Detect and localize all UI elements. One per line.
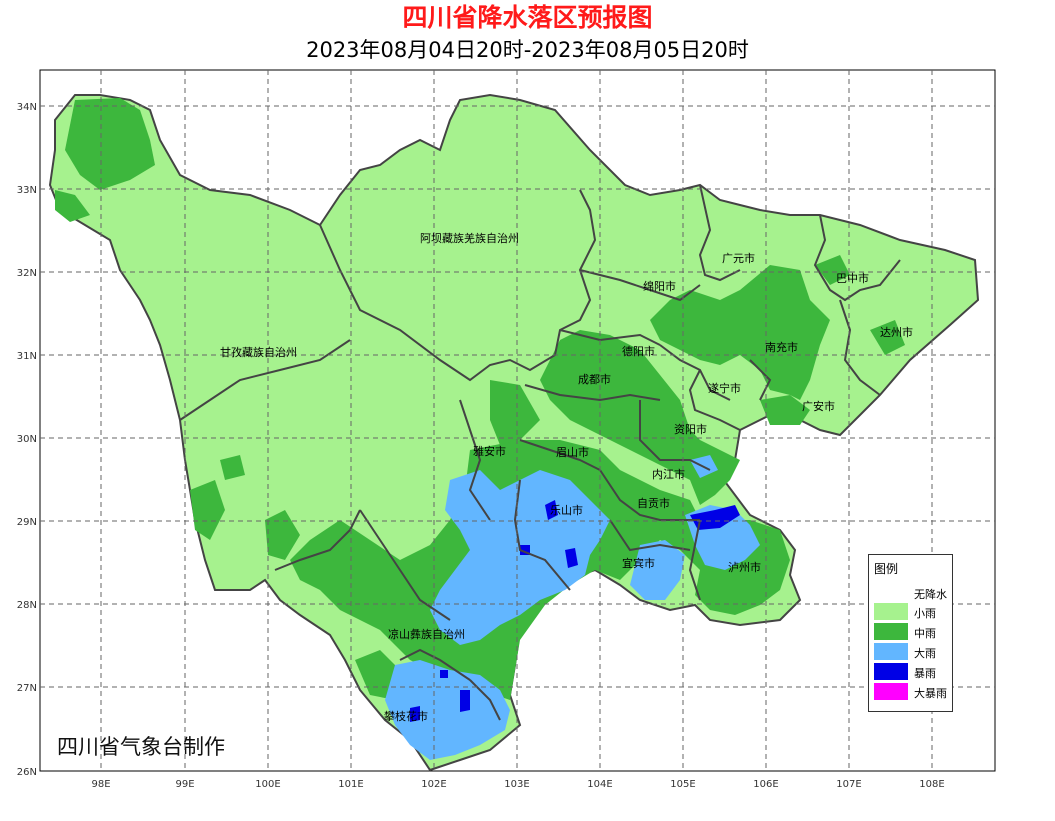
lon-label: 104E — [587, 779, 612, 790]
region-label-guangan: 广安市 — [802, 399, 835, 413]
lon-label: 103E — [504, 779, 529, 790]
lon-label: 101E — [338, 779, 363, 790]
legend-label: 小雨 — [914, 607, 936, 620]
region-label-meishan: 眉山市 — [556, 445, 589, 459]
lat-label: 30N — [17, 434, 37, 445]
issuer-credit: 四川省气象台制作 — [57, 735, 225, 759]
region-label-mianyang: 绵阳市 — [643, 279, 676, 293]
region-label-leshan: 乐山市 — [550, 503, 583, 517]
region-label-ziyang: 资阳市 — [674, 422, 707, 436]
lon-label: 108E — [919, 779, 944, 790]
region-label-neijiang: 内江市 — [652, 467, 685, 481]
region-label-yibin: 宜宾市 — [622, 556, 655, 570]
lon-label: 99E — [175, 779, 194, 790]
legend-item-rainstorm: 暴雨 — [874, 663, 950, 681]
forecast-period: 2023年08月04日20时-2023年08月05日20时 — [306, 38, 749, 62]
lon-label: 102E — [421, 779, 446, 790]
region-label-ganzi: 甘孜藏族自治州 — [220, 345, 297, 359]
region-label-liangshan: 凉山彝族自治州 — [388, 627, 465, 641]
region-label-guangyuan: 广元市 — [722, 251, 755, 265]
lat-label: 29N — [17, 517, 37, 528]
legend-title: 图例 — [874, 562, 899, 576]
legend-swatch — [874, 623, 908, 640]
map-title: 四川省降水落区预报图 — [402, 3, 653, 32]
lat-label: 32N — [17, 268, 37, 279]
region-label-zigong: 自贡市 — [637, 496, 670, 510]
prefecture-borders — [179, 184, 901, 721]
region-label-suining: 遂宁市 — [708, 381, 741, 395]
graticule — [40, 70, 995, 771]
legend-swatch — [874, 584, 908, 601]
legend-label: 大雨 — [914, 647, 936, 660]
lon-label: 105E — [670, 779, 695, 790]
region-label-chengdu: 成都市 — [578, 372, 611, 386]
legend-swatch — [874, 683, 908, 700]
lat-label: 31N — [17, 351, 37, 362]
lat-axis: 34N 33N 32N 31N 30N 29N 28N 27N 26N — [17, 102, 37, 778]
lon-axis: 98E 99E 100E 101E 102E 103E 104E 105E 10… — [91, 779, 944, 790]
lon-label: 100E — [255, 779, 280, 790]
lat-label: 33N — [17, 185, 37, 196]
rainstorm-areas — [410, 500, 740, 722]
region-label-panzhihua: 攀枝花市 — [384, 709, 428, 723]
lat-label: 26N — [17, 767, 37, 778]
lon-label: 98E — [91, 779, 110, 790]
lat-label: 28N — [17, 600, 37, 611]
region-label-dazhou: 达州市 — [880, 325, 913, 339]
legend-label: 暴雨 — [914, 667, 936, 680]
legend-swatch — [874, 663, 908, 680]
region-label-bazhong: 巴中市 — [836, 271, 869, 285]
region-label-deyang: 德阳市 — [622, 344, 655, 358]
legend-item-heavy-rainstorm: 大暴雨 — [874, 683, 950, 701]
legend-item-moderate: 中雨 — [874, 623, 950, 641]
legend-item-light: 小雨 — [874, 603, 950, 621]
legend-item-heavy: 大雨 — [874, 643, 950, 661]
legend: 图例 无降水 小雨 中雨 大雨 暴雨 大暴雨 — [868, 554, 953, 712]
region-label-nanchong: 南充市 — [765, 340, 798, 354]
lon-label: 106E — [753, 779, 778, 790]
legend-swatch — [874, 603, 908, 620]
region-label-luzhou: 泸州市 — [728, 560, 761, 574]
lat-label: 27N — [17, 683, 37, 694]
region-label-yaan: 雅安市 — [473, 444, 506, 458]
legend-label: 中雨 — [914, 627, 936, 640]
legend-swatch — [874, 643, 908, 660]
region-label-aba: 阿坝藏族羌族自治州 — [420, 231, 519, 245]
legend-label: 大暴雨 — [914, 687, 947, 700]
legend-label: 无降水 — [914, 588, 947, 601]
lon-label: 107E — [836, 779, 861, 790]
region-labels: 阿坝藏族羌族自治州 甘孜藏族自治州 凉山彝族自治州 广元市 巴中市 绵阳市 达州… — [220, 231, 913, 723]
lat-label: 34N — [17, 102, 37, 113]
legend-item-none: 无降水 — [874, 584, 950, 602]
